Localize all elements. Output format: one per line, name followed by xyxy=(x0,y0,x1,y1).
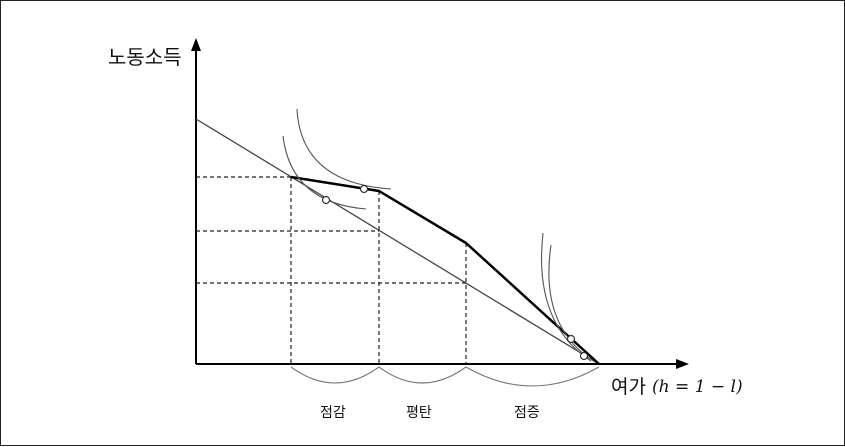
y-axis-arrow-icon xyxy=(191,38,201,51)
segment-label-phase-out: 점증 xyxy=(514,405,540,421)
bracket-phase-in xyxy=(290,366,380,384)
indifference-curves xyxy=(282,108,596,363)
y-axis-label: 노동소득 xyxy=(108,45,182,69)
tangency-point-4 xyxy=(579,351,589,361)
indifference-curve-2 xyxy=(282,135,367,210)
eitc-budget-line xyxy=(290,175,600,365)
bracket-plateau xyxy=(378,366,467,384)
segment-label-plateau: 평탄 xyxy=(406,405,432,421)
segment-brackets xyxy=(290,366,600,387)
budget-line xyxy=(195,118,600,365)
tangency-point-3 xyxy=(566,334,576,344)
x-axis-label: 여가 xyxy=(611,376,646,398)
segment-label-phase-in: 점감 xyxy=(320,405,346,421)
bracket-phase-out xyxy=(465,366,600,387)
dashed-guides xyxy=(196,176,467,364)
tangency-points xyxy=(321,184,589,361)
x-axis-formula: (h = 1 − l) xyxy=(652,377,743,397)
tangency-point-1 xyxy=(321,195,331,205)
axes xyxy=(191,38,689,369)
indifference-curve-1 xyxy=(296,108,392,190)
indifference-curve-3 xyxy=(540,232,592,362)
tangency-point-2 xyxy=(359,184,369,194)
x-axis-arrow-icon xyxy=(676,359,689,369)
